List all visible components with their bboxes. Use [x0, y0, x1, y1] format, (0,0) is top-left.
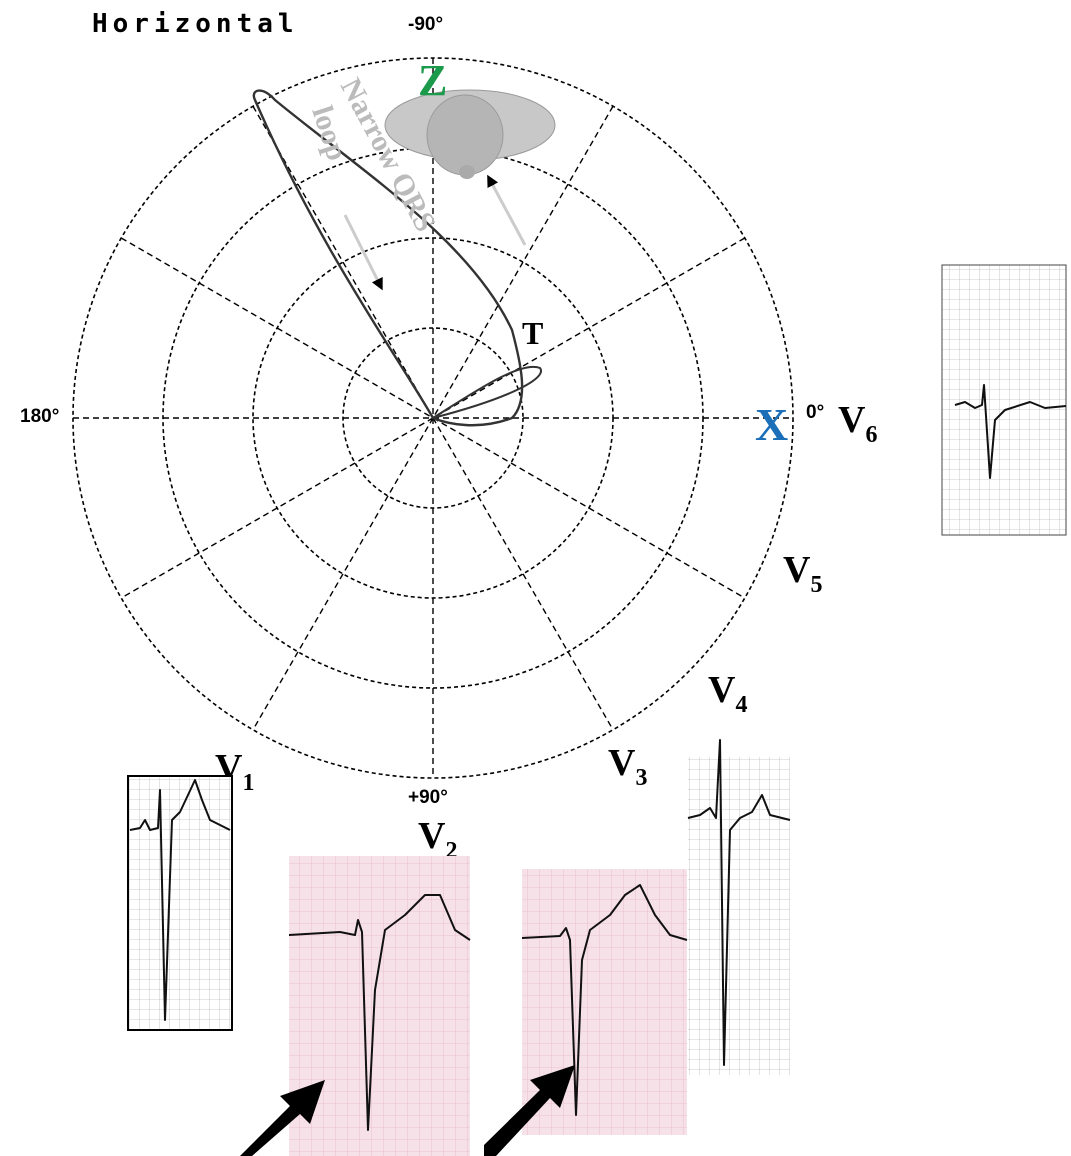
angle-label: -90° — [408, 14, 443, 35]
title: Horizontal — [92, 9, 299, 39]
angle-label: +90° — [408, 787, 448, 808]
lead-label: V6 — [838, 399, 877, 448]
ecg-v2 — [289, 856, 470, 1156]
t-label: T — [522, 315, 543, 351]
lead-label: V3 — [608, 742, 647, 791]
axis-label: Z — [418, 56, 447, 105]
angle-label: 180° — [20, 406, 59, 427]
axis-label: X — [755, 399, 788, 450]
ecg-v1 — [128, 776, 232, 1030]
ecg-v4 — [688, 740, 790, 1075]
diagram: Narrow QRS loop T Horizontal -90° 180° 0… — [0, 0, 1071, 1156]
angle-label: 0° — [806, 402, 824, 423]
ecg-v6 — [942, 265, 1066, 535]
lead-label: V4 — [708, 669, 747, 718]
lead-label: V5 — [783, 549, 822, 598]
